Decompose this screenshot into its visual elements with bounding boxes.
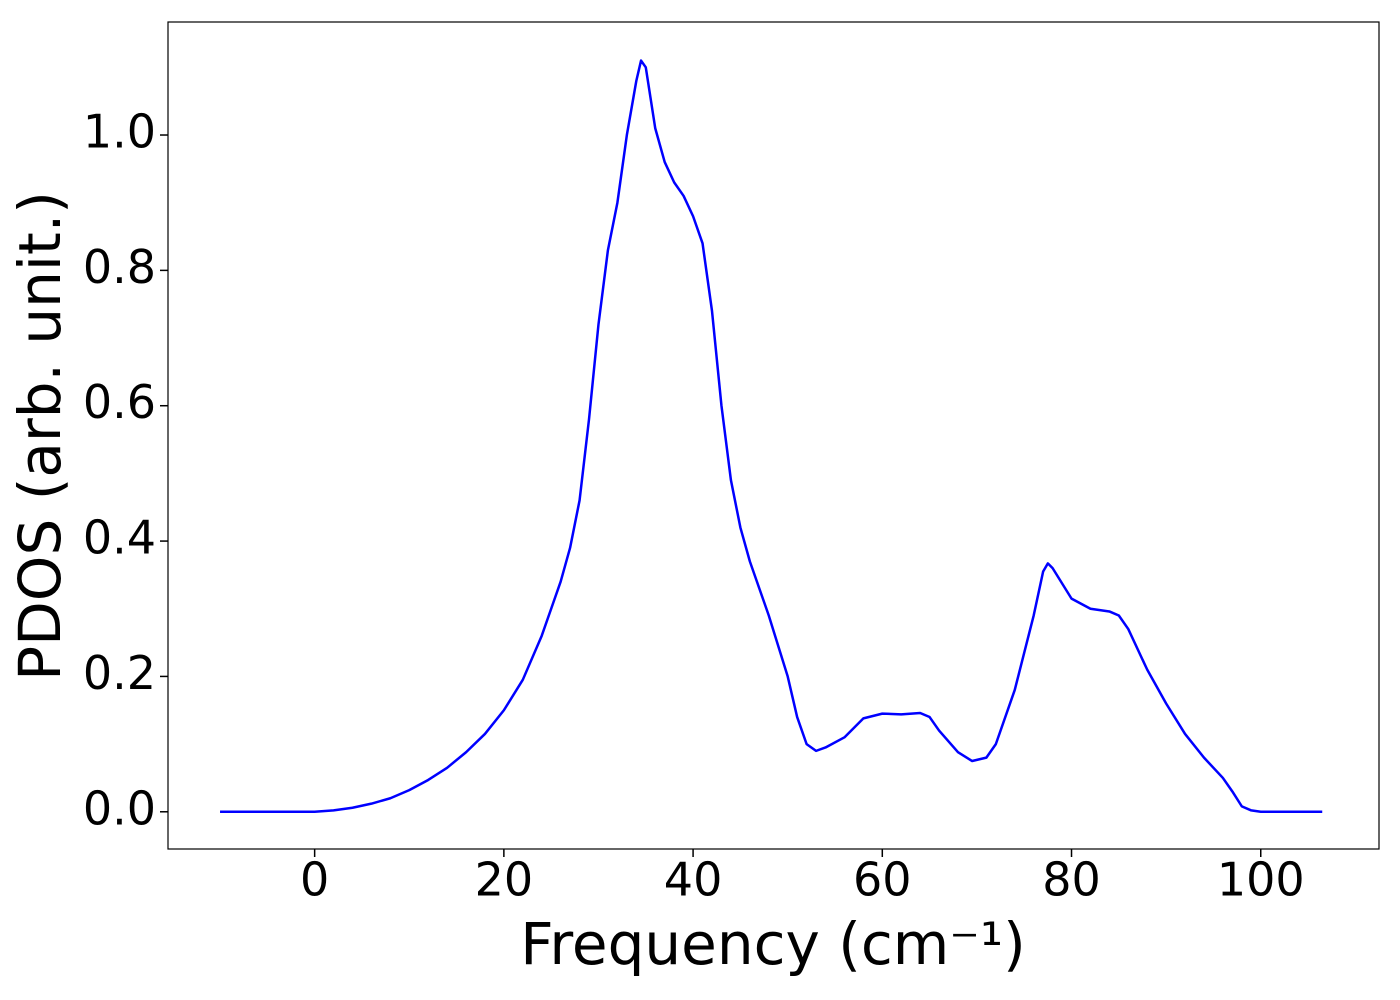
y-axis-label: PDOS (arb. unit.) [6,191,74,681]
y-tick-label: 0.8 [83,240,156,294]
x-axis-label: Frequency (cm⁻¹) [520,910,1026,978]
y-tick-label: 0.4 [83,511,156,565]
x-tick-label: 60 [853,853,912,907]
plot-frame [167,21,1380,850]
x-tick-label: 80 [1042,853,1101,907]
y-tick-label: 0.2 [83,646,156,700]
y-tick-label: 0.0 [83,781,156,835]
x-tick-label: 20 [475,853,534,907]
y-tick-label: 0.6 [83,375,156,429]
x-tick-label: 40 [664,853,723,907]
y-tick-label: 1.0 [83,105,156,159]
line-series [220,59,1323,814]
x-tick-label: 0 [300,853,329,907]
x-tick-label: 100 [1217,853,1305,907]
